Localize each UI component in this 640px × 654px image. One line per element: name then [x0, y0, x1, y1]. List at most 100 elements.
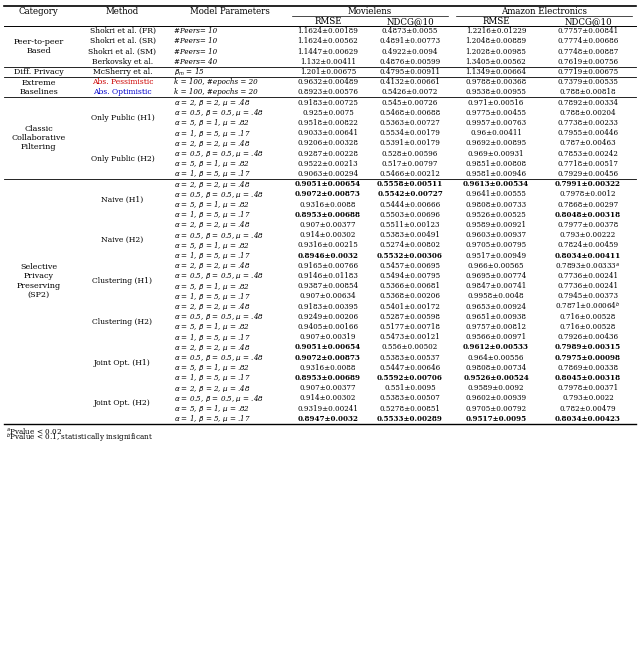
- Text: 0.5383±0.00537: 0.5383±0.00537: [380, 354, 440, 362]
- Text: $^{a}$Pvalue < 0.02: $^{a}$Pvalue < 0.02: [6, 426, 62, 436]
- Text: 0.8034±0.00411: 0.8034±0.00411: [555, 252, 621, 260]
- Text: 0.9788±0.00368: 0.9788±0.00368: [465, 78, 527, 86]
- Text: NDCG@10: NDCG@10: [386, 17, 434, 26]
- Text: $\alpha$ = 2, $\beta$ = 2, $\mu$ = .48: $\alpha$ = 2, $\beta$ = 2, $\mu$ = .48: [174, 260, 250, 271]
- Text: $\alpha$ = 1, $\beta$ = 5, $\mu$ = .17: $\alpha$ = 1, $\beta$ = 5, $\mu$ = .17: [174, 413, 251, 424]
- Text: 0.8048±0.00318: 0.8048±0.00318: [555, 211, 621, 218]
- Text: 0.7736±0.00241: 0.7736±0.00241: [557, 272, 618, 280]
- Text: 0.788±0.00204: 0.788±0.00204: [560, 109, 616, 116]
- Text: 0.517±0.00797: 0.517±0.00797: [381, 160, 438, 167]
- Text: 0.5363±0.00727: 0.5363±0.00727: [380, 119, 440, 127]
- Text: 0.9249±0.00206: 0.9249±0.00206: [298, 313, 358, 320]
- Text: 0.8034±0.00423: 0.8034±0.00423: [555, 415, 621, 422]
- Text: 0.7926±0.00436: 0.7926±0.00436: [557, 333, 619, 341]
- Text: 1.1624±0.00189: 1.1624±0.00189: [298, 27, 358, 35]
- Text: 0.9775±0.00455: 0.9775±0.00455: [465, 109, 527, 116]
- Text: 0.7748±0.00887: 0.7748±0.00887: [557, 48, 619, 56]
- Text: 0.9051±0.00654: 0.9051±0.00654: [295, 180, 361, 188]
- Text: #Peers= 10: #Peers= 10: [174, 37, 217, 45]
- Text: $\alpha$ = 5, $\beta$ = 1, $\mu$ = .82: $\alpha$ = 5, $\beta$ = 1, $\mu$ = .82: [174, 118, 250, 128]
- Text: #Peers= 40: #Peers= 40: [174, 58, 217, 65]
- Text: $\alpha$ = 5, $\beta$ = 1, $\mu$ = .82: $\alpha$ = 5, $\beta$ = 1, $\mu$ = .82: [174, 321, 250, 332]
- Text: 0.964±0.00556: 0.964±0.00556: [468, 354, 524, 362]
- Text: 0.716±0.00528: 0.716±0.00528: [560, 313, 616, 320]
- Text: 1.2216±0.01229: 1.2216±0.01229: [466, 27, 526, 35]
- Text: $^{b}$Pvalue < 0.1, statistically insignificant: $^{b}$Pvalue < 0.1, statistically insign…: [6, 432, 153, 445]
- Text: 0.9165±0.00766: 0.9165±0.00766: [298, 262, 358, 269]
- Text: 0.9319±0.00241: 0.9319±0.00241: [298, 405, 358, 413]
- Text: $\alpha$ = 2, $\beta$ = 2, $\mu$ = .48: $\alpha$ = 2, $\beta$ = 2, $\mu$ = .48: [174, 219, 250, 230]
- Text: 0.7379±0.00535: 0.7379±0.00535: [557, 78, 618, 86]
- Text: 0.5368±0.00206: 0.5368±0.00206: [380, 292, 440, 300]
- Text: 0.907±0.00319: 0.907±0.00319: [300, 333, 356, 341]
- Text: 0.5468±0.00688: 0.5468±0.00688: [380, 109, 440, 116]
- Text: $\alpha$ = 0.5, $\beta$ = 0.5, $\mu$ = .48: $\alpha$ = 0.5, $\beta$ = 0.5, $\mu$ = .…: [174, 311, 264, 322]
- Text: $\alpha$ = 5, $\beta$ = 1, $\mu$ = .82: $\alpha$ = 5, $\beta$ = 1, $\mu$ = .82: [174, 281, 250, 292]
- Text: #Peers= 10: #Peers= 10: [174, 48, 217, 56]
- Text: 0.8923±0.00576: 0.8923±0.00576: [298, 88, 358, 96]
- Text: 0.9603±0.00937: 0.9603±0.00937: [465, 231, 527, 239]
- Text: $\alpha$ = 1, $\beta$ = 5, $\mu$ = .17: $\alpha$ = 1, $\beta$ = 5, $\mu$ = .17: [174, 332, 251, 343]
- Text: 0.9613±0.00534: 0.9613±0.00534: [463, 180, 529, 188]
- Text: Joint Opt. (H1): Joint Opt. (H1): [94, 358, 151, 367]
- Text: 0.8946±0.0032: 0.8946±0.0032: [298, 252, 358, 260]
- Text: 0.7718±0.00517: 0.7718±0.00517: [557, 160, 618, 167]
- Text: 1.132±0.00411: 1.132±0.00411: [300, 58, 356, 65]
- Text: 0.7991±0.00322: 0.7991±0.00322: [555, 180, 621, 188]
- Text: 0.5426±0.0072: 0.5426±0.0072: [382, 88, 438, 96]
- Text: 0.7893±0.00333$^{a}$: 0.7893±0.00333$^{a}$: [556, 261, 621, 271]
- Text: NDCG@10: NDCG@10: [564, 17, 612, 26]
- Text: 0.9287±0.00228: 0.9287±0.00228: [298, 150, 358, 158]
- Text: 0.5533±0.00289: 0.5533±0.00289: [377, 415, 443, 422]
- Text: Shokri et al. (SR): Shokri et al. (SR): [90, 37, 156, 45]
- Text: 1.3405±0.00562: 1.3405±0.00562: [466, 58, 526, 65]
- Text: 0.971±0.00516: 0.971±0.00516: [468, 99, 524, 107]
- Text: 0.9705±0.00792: 0.9705±0.00792: [465, 405, 527, 413]
- Text: 0.5287±0.00598: 0.5287±0.00598: [380, 313, 440, 320]
- Text: 0.9808±0.00734: 0.9808±0.00734: [465, 364, 527, 371]
- Text: 0.9387±0.00854: 0.9387±0.00854: [298, 282, 358, 290]
- Text: 0.7989±0.00315: 0.7989±0.00315: [555, 343, 621, 351]
- Text: $\alpha$ = 1, $\beta$ = 5, $\mu$ = .17: $\alpha$ = 1, $\beta$ = 5, $\mu$ = .17: [174, 250, 251, 261]
- Text: 0.5457±0.00695: 0.5457±0.00695: [380, 262, 440, 269]
- Text: 0.7869±0.00338: 0.7869±0.00338: [557, 364, 619, 371]
- Text: Abs. Optimistic: Abs. Optimistic: [93, 88, 152, 96]
- Text: Extreme
Baselines: Extreme Baselines: [19, 78, 58, 95]
- Text: 0.9316±0.00215: 0.9316±0.00215: [298, 241, 358, 249]
- Text: 0.7757±0.00841: 0.7757±0.00841: [557, 27, 619, 35]
- Text: 0.9033±0.00641: 0.9033±0.00641: [298, 129, 358, 137]
- Text: $\alpha$ = 2, $\beta$ = 2, $\mu$ = .48: $\alpha$ = 2, $\beta$ = 2, $\mu$ = .48: [174, 301, 250, 312]
- Text: 0.4132±0.00661: 0.4132±0.00661: [380, 78, 440, 86]
- Text: k = 100, #epochs = 20: k = 100, #epochs = 20: [174, 78, 258, 86]
- Text: 0.9589±0.00921: 0.9589±0.00921: [465, 221, 527, 229]
- Text: $\alpha$ = 5, $\beta$ = 1, $\mu$ = .82: $\alpha$ = 5, $\beta$ = 1, $\mu$ = .82: [174, 240, 250, 250]
- Text: 0.9183±0.00395: 0.9183±0.00395: [298, 303, 358, 311]
- Text: 0.5592±0.00706: 0.5592±0.00706: [377, 374, 443, 382]
- Text: 0.9316±0.0088: 0.9316±0.0088: [300, 201, 356, 209]
- Text: Only Public (H2): Only Public (H2): [91, 154, 154, 163]
- Text: 1.2048±0.00889: 1.2048±0.00889: [465, 37, 527, 45]
- Text: 0.5466±0.00212: 0.5466±0.00212: [380, 170, 440, 178]
- Text: $\alpha$ = 1, $\beta$ = 5, $\mu$ = .17: $\alpha$ = 1, $\beta$ = 5, $\mu$ = .17: [174, 128, 251, 139]
- Text: $\alpha$ = 1, $\beta$ = 5, $\mu$ = .17: $\alpha$ = 1, $\beta$ = 5, $\mu$ = .17: [174, 168, 251, 179]
- Text: 0.9632±0.00489: 0.9632±0.00489: [298, 78, 358, 86]
- Text: 0.7929±0.00456: 0.7929±0.00456: [557, 170, 619, 178]
- Text: 0.9316±0.0088: 0.9316±0.0088: [300, 364, 356, 371]
- Text: 0.96±0.00411: 0.96±0.00411: [470, 129, 522, 137]
- Text: RMSE: RMSE: [483, 17, 509, 26]
- Text: $\alpha$ = 1, $\beta$ = 5, $\mu$ = .17: $\alpha$ = 1, $\beta$ = 5, $\mu$ = .17: [174, 291, 251, 301]
- Text: 0.716±0.00528: 0.716±0.00528: [560, 323, 616, 331]
- Text: 0.7619±0.00756: 0.7619±0.00756: [557, 58, 619, 65]
- Text: $\alpha$ = 2, $\beta$ = 2, $\mu$ = .48: $\alpha$ = 2, $\beta$ = 2, $\mu$ = .48: [174, 342, 250, 353]
- Text: 0.9641±0.00555: 0.9641±0.00555: [465, 190, 527, 198]
- Text: Diff. Privacy: Diff. Privacy: [13, 68, 63, 76]
- Text: RMSE: RMSE: [314, 17, 342, 26]
- Text: 1.1447±0.00629: 1.1447±0.00629: [298, 48, 358, 56]
- Text: Naive (H2): Naive (H2): [101, 236, 143, 244]
- Text: Movielens: Movielens: [348, 7, 392, 16]
- Text: 0.925±0.0075: 0.925±0.0075: [302, 109, 354, 116]
- Text: 0.907±0.00377: 0.907±0.00377: [300, 384, 356, 392]
- Text: 0.9757±0.00812: 0.9757±0.00812: [465, 323, 527, 331]
- Text: $\alpha$ = 1, $\beta$ = 5, $\mu$ = .17: $\alpha$ = 1, $\beta$ = 5, $\mu$ = .17: [174, 209, 251, 220]
- Text: 0.7978±0.0012: 0.7978±0.0012: [560, 190, 616, 198]
